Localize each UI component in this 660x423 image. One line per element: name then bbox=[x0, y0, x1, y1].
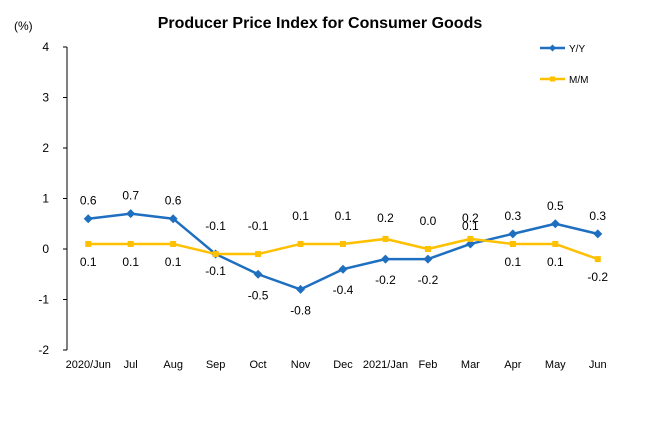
y-tick-label: 0 bbox=[42, 242, 49, 256]
y-tick-label: -1 bbox=[38, 293, 49, 307]
data-point bbox=[382, 235, 389, 242]
data-label: 0.0 bbox=[420, 214, 437, 228]
data-label: 0.3 bbox=[505, 209, 522, 223]
legend-marker bbox=[550, 76, 555, 82]
data-label: 0.5 bbox=[547, 199, 564, 213]
data-label: 0.1 bbox=[80, 255, 97, 269]
data-label: -0.2 bbox=[587, 270, 608, 284]
series-layer: 0.6 0.7 0.6 -0.1 -0.5 -0.8 -0.4 -0.2 -0.2 0.1 0.3 0… bbox=[80, 189, 609, 318]
data-point bbox=[168, 214, 178, 224]
data-label: -0.4 bbox=[333, 283, 354, 297]
data-point bbox=[170, 240, 177, 247]
y-tick-label: 4 bbox=[42, 40, 49, 54]
data-label: 0.6 bbox=[165, 194, 182, 208]
legend-item: M/M bbox=[540, 75, 588, 86]
data-label: -0.1 bbox=[205, 264, 226, 278]
y-tick-label: 2 bbox=[42, 141, 49, 155]
x-tick-label: Sep bbox=[206, 359, 226, 371]
axes: -2 -1 0 1 2 3 4 2020/Jun Jul Aug Sep Oct Nov Dec 2021/… bbox=[38, 40, 606, 371]
data-label: 0.7 bbox=[122, 189, 139, 203]
data-label: -0.1 bbox=[205, 219, 226, 233]
data-point bbox=[552, 240, 559, 247]
data-label: 0.2 bbox=[462, 211, 479, 225]
x-tick-label: Mar bbox=[461, 359, 480, 371]
data-label: 0.1 bbox=[335, 209, 352, 223]
data-point bbox=[338, 264, 348, 274]
x-tick-label: Oct bbox=[250, 359, 267, 371]
data-label: -0.2 bbox=[418, 273, 439, 287]
data-point bbox=[296, 284, 306, 294]
x-tick-label: Nov bbox=[291, 359, 311, 371]
data-point bbox=[424, 246, 431, 252]
y-tick-label: -2 bbox=[38, 343, 49, 357]
data-point bbox=[467, 235, 474, 242]
data-point bbox=[127, 240, 134, 247]
data-point bbox=[253, 269, 263, 279]
x-tick-label: May bbox=[545, 359, 566, 371]
legend-label: Y/Y bbox=[569, 44, 585, 55]
data-point bbox=[255, 251, 262, 258]
data-label: -0.5 bbox=[248, 288, 269, 302]
y-tick-label: 1 bbox=[42, 192, 49, 206]
data-label: -0.1 bbox=[248, 219, 269, 233]
data-point bbox=[423, 254, 433, 264]
legend: Y/Y M/M bbox=[540, 44, 588, 86]
data-point bbox=[85, 240, 92, 247]
x-tick-label: 2020/Jun bbox=[66, 359, 111, 371]
x-tick-label: 2021/Jan bbox=[363, 359, 408, 371]
data-label: -0.2 bbox=[375, 273, 396, 287]
legend-marker bbox=[549, 44, 556, 52]
data-point bbox=[212, 251, 219, 258]
x-tick-label: Aug bbox=[163, 359, 183, 371]
data-point bbox=[550, 219, 560, 229]
x-tick-label: Feb bbox=[418, 359, 437, 371]
data-label: 0.3 bbox=[589, 209, 606, 223]
data-point bbox=[83, 214, 93, 224]
series-line bbox=[88, 212, 599, 291]
data-label: 0.1 bbox=[505, 255, 522, 269]
data-label: 0.1 bbox=[165, 255, 182, 269]
y-axis-label: (%) bbox=[14, 19, 33, 33]
data-point bbox=[297, 240, 304, 247]
data-label: 0.6 bbox=[80, 194, 97, 208]
x-tick-label: Jun bbox=[589, 359, 607, 371]
y-tick-label: 3 bbox=[42, 91, 49, 105]
data-point bbox=[380, 254, 390, 264]
data-label: 0.2 bbox=[377, 211, 394, 225]
data-label: 0.1 bbox=[292, 209, 309, 223]
series-m-m: 0.1 0.1 0.1-0.1-0.10.1 0.1 0.2 0.0 0.20.1 0.1-0… bbox=[80, 209, 609, 284]
x-tick-label: Apr bbox=[504, 359, 521, 371]
data-label: 0.1 bbox=[122, 255, 139, 269]
data-point bbox=[593, 229, 603, 239]
legend-item: Y/Y bbox=[540, 44, 585, 55]
x-tick-label: Dec bbox=[333, 359, 353, 371]
data-label: -0.8 bbox=[290, 303, 311, 317]
data-label: 0.1 bbox=[462, 219, 479, 233]
legend-label: M/M bbox=[569, 75, 588, 86]
data-point bbox=[508, 229, 518, 239]
data-point bbox=[340, 240, 346, 247]
x-tick-label: Jul bbox=[124, 359, 138, 371]
chart-title: Producer Price Index for Consumer Goods bbox=[158, 15, 483, 32]
data-point bbox=[594, 256, 601, 263]
data-point bbox=[126, 209, 136, 219]
data-label: 0.1 bbox=[547, 255, 564, 269]
data-point bbox=[509, 240, 516, 247]
